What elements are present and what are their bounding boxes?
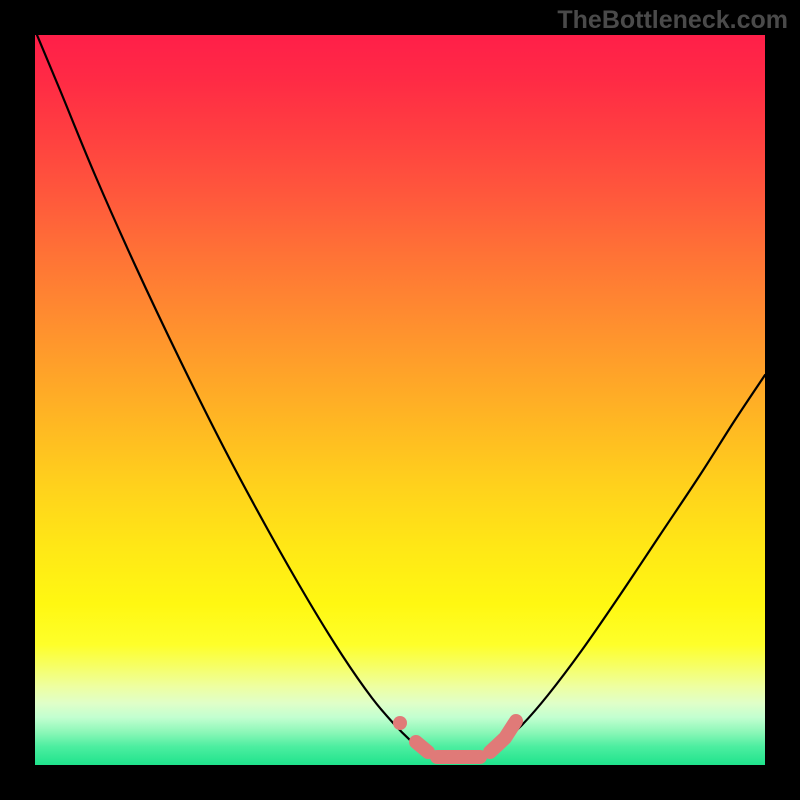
watermark-text: TheBottleneck.com bbox=[557, 6, 788, 35]
bottleneck-chart bbox=[0, 0, 800, 800]
gradient-background bbox=[35, 35, 765, 765]
